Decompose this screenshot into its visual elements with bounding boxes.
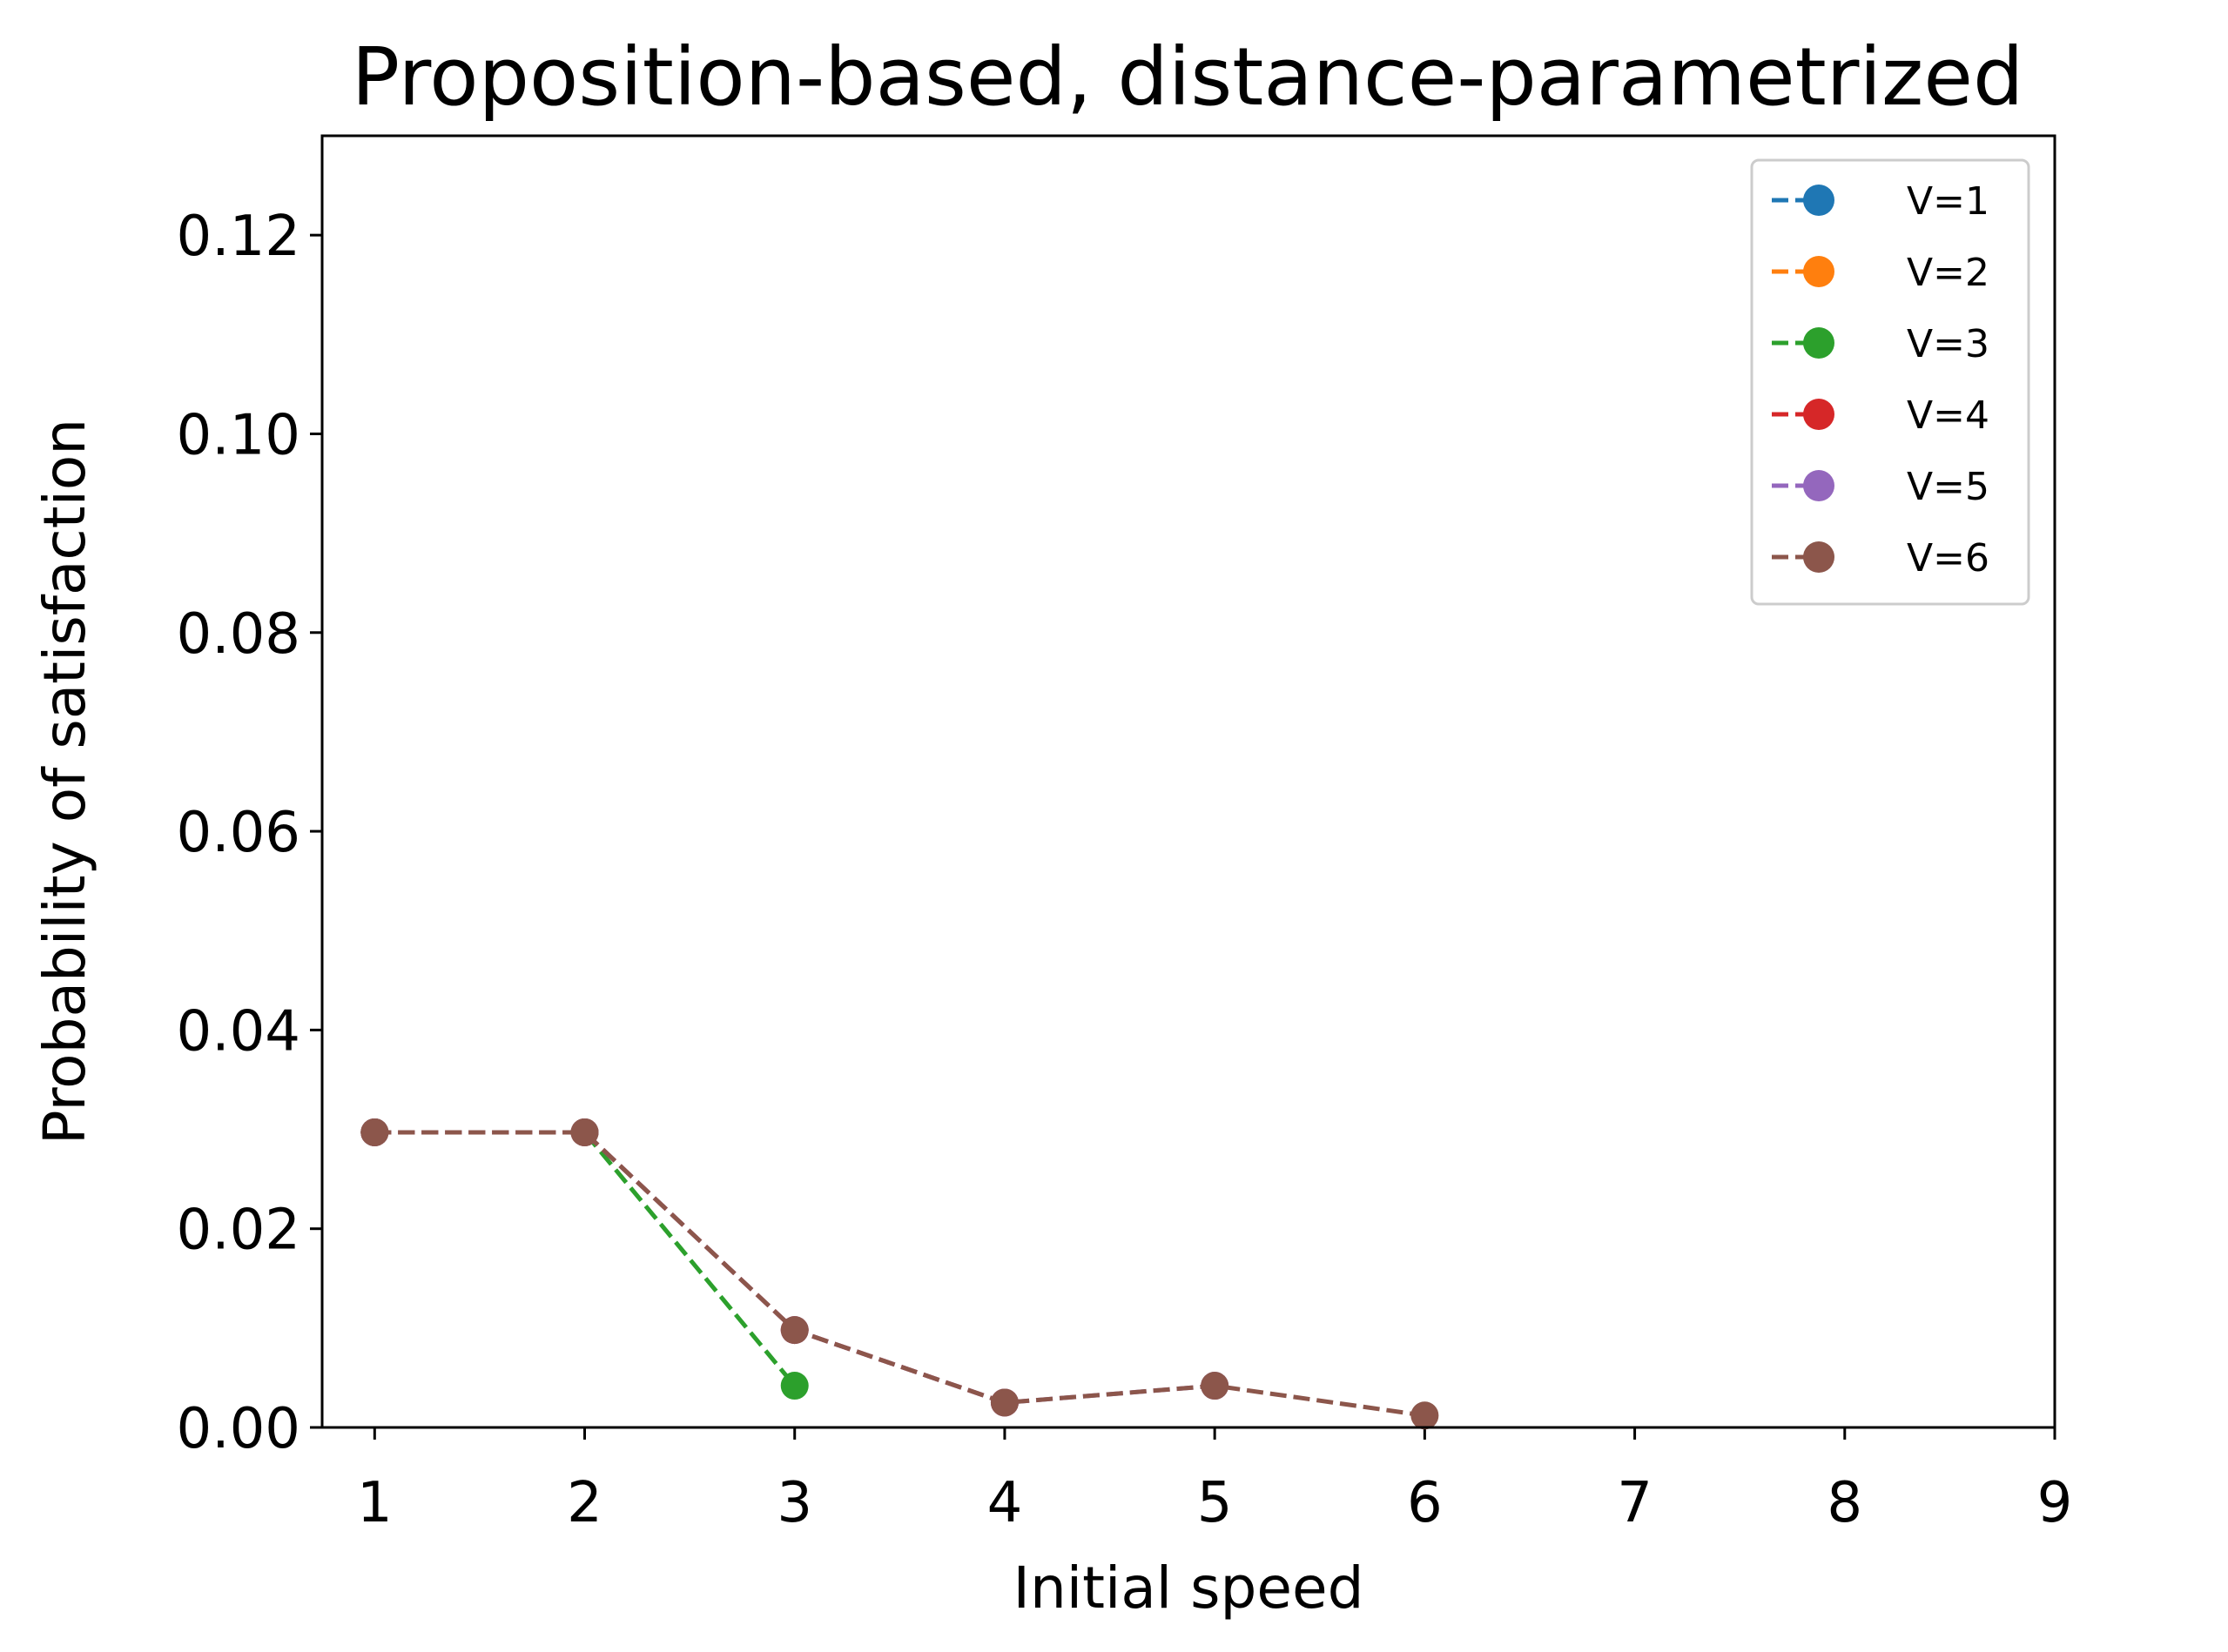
- data-point: [780, 1372, 809, 1400]
- x-tick-label: 3: [777, 1471, 812, 1535]
- y-tick-label: 0.02: [177, 1199, 301, 1263]
- x-tick-label: 4: [987, 1471, 1023, 1535]
- x-tick-label: 8: [1827, 1471, 1862, 1535]
- legend-item: V=5: [1772, 465, 1989, 509]
- x-axis-label: Initial speed: [1013, 1555, 1364, 1622]
- legend-label: V=3: [1907, 322, 1989, 366]
- y-tick-label: 0.10: [177, 403, 301, 467]
- legend-label: V=2: [1907, 251, 1989, 295]
- legend-marker: [1803, 470, 1834, 501]
- legend-item: V=2: [1772, 251, 1989, 295]
- series-line: [374, 1130, 797, 1387]
- plot-frame: [320, 134, 2056, 1429]
- legend-marker: [1803, 399, 1834, 430]
- data-point: [360, 1118, 389, 1146]
- y-tick-label: 0.08: [177, 602, 301, 667]
- x-tick-label: 7: [1617, 1471, 1652, 1535]
- series-layer: [360, 1118, 1439, 1430]
- data-point: [570, 1118, 599, 1146]
- series-6: [360, 1118, 1439, 1430]
- legend-item: V=3: [1772, 322, 1989, 366]
- legend-marker: [1803, 256, 1834, 287]
- ticks-layer: 1 2 3 4 5 6 7 8 9 0.00 0.02 0.04 0.06 0.08 0.10 0.12: [177, 205, 2073, 1535]
- legend-item: V=1: [1772, 179, 1989, 224]
- legend-marker: [1803, 541, 1834, 573]
- data-point: [990, 1388, 1019, 1417]
- legend-marker: [1803, 327, 1834, 359]
- chart-title: Proposition-based, distance-parametrized: [352, 30, 2024, 124]
- legend-label: V=5: [1907, 465, 1989, 509]
- y-tick-label: 0.04: [177, 999, 301, 1064]
- series-line: [374, 1130, 1425, 1418]
- y-tick-label: 0.12: [177, 205, 301, 269]
- legend: V=1 V=2 V=3 V=4 V=5 V=6: [1750, 158, 2030, 606]
- x-tick-label: 5: [1197, 1471, 1233, 1535]
- data-point: [1410, 1401, 1439, 1430]
- legend-label: V=1: [1907, 179, 1989, 224]
- y-tick-label: 0.00: [177, 1397, 301, 1461]
- y-tick-label: 0.06: [177, 801, 301, 865]
- data-point: [1201, 1372, 1229, 1400]
- legend-label: V=4: [1907, 393, 1989, 438]
- legend-item: V=6: [1772, 536, 1989, 581]
- data-point: [780, 1316, 809, 1345]
- legend-item: V=4: [1772, 393, 1989, 438]
- y-axis-label: Probability of satisfaction: [31, 419, 98, 1145]
- legend-label: V=6: [1907, 536, 1989, 581]
- x-tick-label: 9: [2037, 1471, 2073, 1535]
- legend-marker: [1803, 185, 1834, 216]
- x-tick-label: 6: [1407, 1471, 1443, 1535]
- x-tick-label: 1: [357, 1471, 393, 1535]
- x-tick-label: 2: [567, 1471, 602, 1535]
